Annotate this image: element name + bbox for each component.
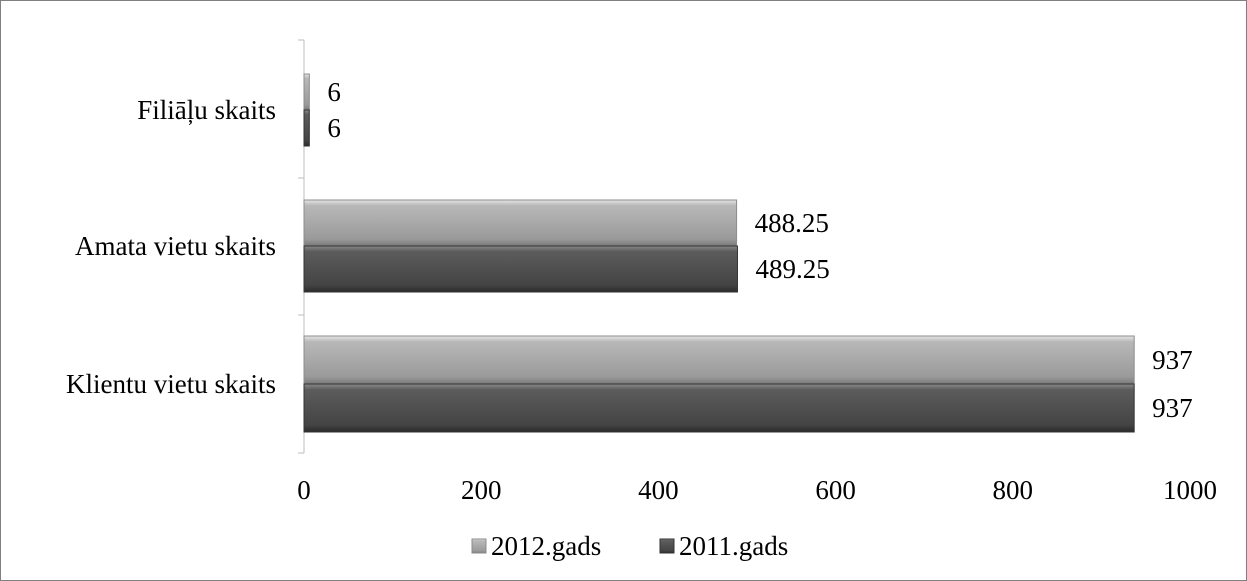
category-label: Amata vietu skaits bbox=[75, 231, 276, 261]
data-label: 6 bbox=[327, 77, 341, 107]
category-label: Filiāļu skaits bbox=[137, 95, 276, 125]
data-label: 489.25 bbox=[755, 254, 829, 284]
bar-2012-gads-0 bbox=[303, 335, 1135, 385]
legend-swatch bbox=[659, 538, 675, 554]
x-tick-label: 600 bbox=[815, 475, 856, 505]
bar-2011-gads-2 bbox=[303, 109, 310, 147]
category-label: Klientu vietu skaits bbox=[66, 369, 276, 399]
x-tick-label: 200 bbox=[461, 475, 502, 505]
data-label: 488.25 bbox=[755, 208, 829, 238]
x-tick-label: 0 bbox=[297, 475, 311, 505]
x-tick-label: 400 bbox=[638, 475, 679, 505]
bar-2012-gads-1 bbox=[303, 199, 738, 247]
legend-swatch bbox=[471, 538, 487, 554]
bar-2011-gads-0 bbox=[303, 383, 1135, 433]
bar-2011-gads-1 bbox=[303, 245, 738, 293]
data-label: 6 bbox=[327, 113, 341, 143]
legend-label: 2012.gads bbox=[491, 531, 601, 561]
x-tick-label: 800 bbox=[993, 475, 1034, 505]
data-label: 937 bbox=[1152, 393, 1193, 423]
x-tick-label: 1000 bbox=[1163, 475, 1217, 505]
bar-2012-gads-2 bbox=[303, 73, 310, 111]
legend-label: 2011.gads bbox=[679, 531, 788, 561]
data-label: 937 bbox=[1152, 345, 1193, 375]
